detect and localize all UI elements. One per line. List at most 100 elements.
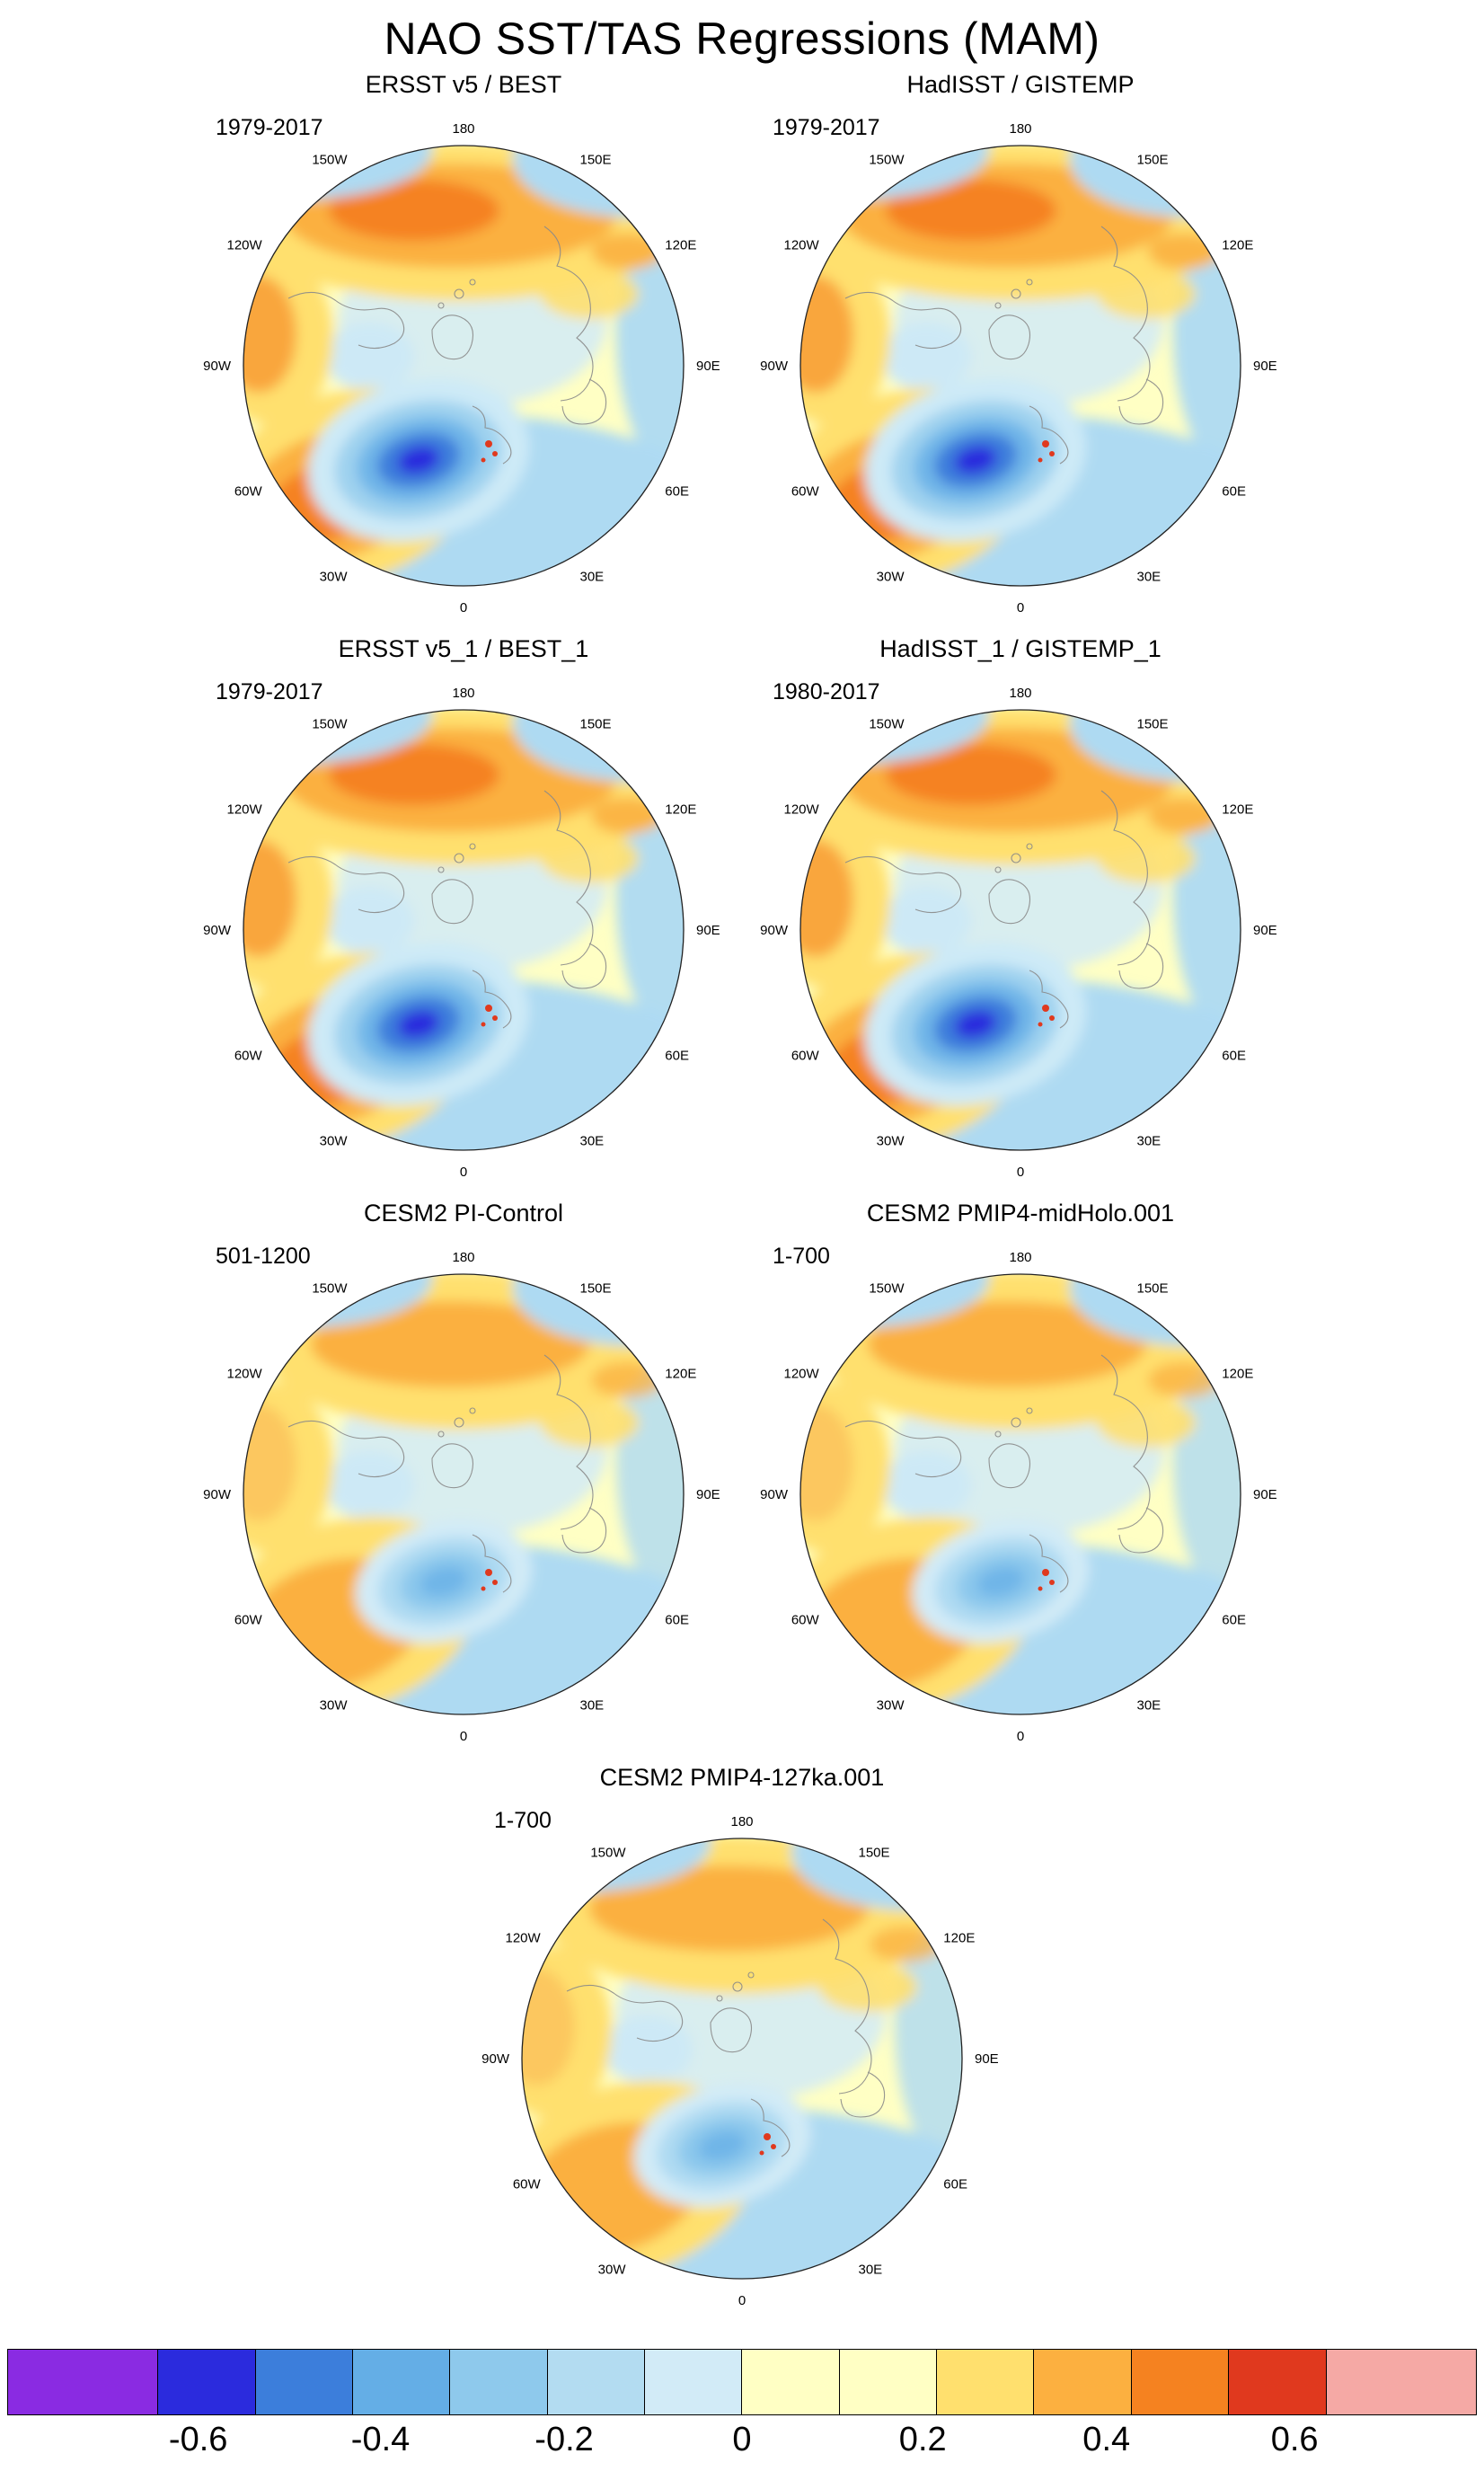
- lon-labels: 180 150E 120E 90E 60E 30E 0 30W 60W 90W 120W 150W: [203, 121, 720, 616]
- lon-label: 180: [1009, 1250, 1031, 1265]
- lon-label: 0: [1017, 1165, 1024, 1180]
- polar-map: 180 150E 120E 90E 60E 30E 0 30W 60W 90W 120W 150W: [464, 1794, 1020, 2315]
- lon-labels: 180 150E 120E 90E 60E 30E 0 30W 60W 90W 120W 150W: [203, 1250, 720, 1744]
- warm-speck-cluster: [759, 2133, 776, 2156]
- lon-label: 60W: [513, 2177, 542, 2192]
- regression-shading: [800, 1274, 1241, 1714]
- colorbar-swatch: [8, 2350, 158, 2414]
- panel-title: CESM2 PMIP4-127ka.001: [599, 1764, 885, 1791]
- lon-label: 0: [738, 2293, 746, 2308]
- coastlines: [287, 1354, 607, 1593]
- polar-map: 180 150E 120E 90E 60E 30E 0 30W 60W 90W 120W 150W: [742, 1229, 1299, 1750]
- lon-label: 90E: [696, 1487, 720, 1502]
- regression-shading: [800, 146, 1241, 586]
- lon-label: 30E: [580, 1697, 605, 1713]
- warm-speck-cluster: [1038, 1569, 1055, 1591]
- map-field: [522, 1838, 962, 2279]
- lon-label: 60W: [234, 1613, 263, 1628]
- warm-band-core: [886, 744, 1056, 805]
- lon-label: 120W: [506, 1931, 542, 1946]
- colorbar-tick: -0.2: [534, 2421, 594, 2458]
- lon-label: 120E: [1222, 1367, 1253, 1382]
- lon-labels: 180 150E 120E 90E 60E 30E 0 30W 60W 90W 120W 150W: [760, 121, 1277, 616]
- colorbar-swatch: [157, 2350, 255, 2414]
- cold-blob: [912, 1519, 1090, 1643]
- lon-label: 60E: [665, 484, 689, 500]
- warm-speck-cluster: [1038, 1005, 1055, 1027]
- coastlines: [287, 226, 607, 465]
- map-outline: [243, 1273, 685, 1715]
- colorbar-swatch: [838, 2350, 937, 2414]
- polar-map: 180 150E 120E 90E 60E 30E 0 30W 60W 90W 120W 150W: [185, 665, 742, 1186]
- lon-label: 180: [452, 1250, 474, 1265]
- lon-label: 60E: [943, 2177, 967, 2192]
- cold-blob: [633, 2084, 811, 2208]
- lon-label: 90E: [696, 923, 720, 938]
- lon-label: 60E: [1222, 484, 1246, 500]
- colorbar-swatch: [741, 2350, 839, 2414]
- lon-label: 120W: [227, 1367, 263, 1382]
- map-panel-ersst-best: ERSST v5 / BEST 1979-2017: [185, 68, 742, 633]
- map-outline: [799, 709, 1241, 1151]
- panel-period: 1979-2017: [773, 115, 880, 140]
- lon-label: 120W: [784, 238, 820, 253]
- colorbar-swatch: [546, 2350, 645, 2414]
- regression-shading: [243, 1274, 684, 1714]
- warm-speck-cluster: [481, 1569, 498, 1591]
- lon-label: 150W: [869, 717, 905, 732]
- lon-label: 90E: [1253, 923, 1277, 938]
- lon-label: 0: [1017, 600, 1024, 616]
- lon-label: 120E: [1222, 802, 1253, 818]
- lon-label: 30E: [580, 1133, 605, 1148]
- lon-label: 120E: [665, 802, 696, 818]
- lon-label: 30W: [320, 569, 349, 584]
- lon-label: 90W: [203, 923, 232, 938]
- lon-label: 30E: [859, 2262, 883, 2277]
- colorbar-swatch: [644, 2350, 742, 2414]
- lon-label: 60E: [665, 1613, 689, 1628]
- lon-label: 150E: [1137, 1281, 1169, 1297]
- lon-label: 60W: [791, 1613, 820, 1628]
- panel-period: 1979-2017: [216, 679, 323, 704]
- lon-label: 0: [1017, 1729, 1024, 1744]
- lon-label: 0: [460, 1165, 467, 1180]
- lon-label: 150W: [590, 1846, 626, 1861]
- lon-label: 90E: [696, 359, 720, 374]
- cold-blob: [864, 943, 1087, 1106]
- polar-map-svg: 180 150E 120E 90E 60E 30E 0 30W 60W 90W 120W 150W: [203, 121, 720, 616]
- lon-label: 180: [1009, 686, 1031, 701]
- lon-label: 60W: [791, 484, 820, 500]
- colorbar-swatch: [352, 2350, 450, 2414]
- coastlines: [844, 226, 1164, 465]
- warm-speck-cluster: [1038, 440, 1055, 463]
- cold-blob: [307, 943, 530, 1106]
- lon-label: 0: [460, 600, 467, 616]
- lon-label: 120W: [784, 802, 820, 818]
- colorbar-tick: -0.4: [350, 2421, 411, 2458]
- lon-label: 120W: [227, 802, 263, 818]
- lon-label: 30W: [877, 569, 905, 584]
- map-field: [800, 146, 1241, 586]
- lon-label: 60E: [1222, 1613, 1246, 1628]
- polar-map-svg: 180 150E 120E 90E 60E 30E 0 30W 60W 90W 120W 150W: [481, 1814, 999, 2308]
- warm-band: [589, 1865, 868, 1952]
- figure: NAO SST/TAS Regressions (MAM) ERSST v5 /…: [0, 13, 1484, 2466]
- lon-label: 30E: [1137, 569, 1162, 584]
- lon-label: 30E: [1137, 1697, 1162, 1713]
- lon-labels: 180 150E 120E 90E 60E 30E 0 30W 60W 90W 120W 150W: [760, 686, 1277, 1180]
- coastlines: [844, 790, 1164, 1029]
- panel-period: 501-1200: [216, 1244, 311, 1269]
- lon-label: 30W: [877, 1133, 905, 1148]
- lon-labels: 180 150E 120E 90E 60E 30E 0 30W 60W 90W 120W 150W: [760, 1250, 1277, 1744]
- lon-label: 150W: [869, 153, 905, 168]
- lon-label: 90W: [203, 1487, 232, 1502]
- regression-shading: [800, 710, 1241, 1150]
- regression-shading: [243, 710, 684, 1150]
- colorbar-tick: -0.6: [168, 2421, 228, 2458]
- lon-label: 90W: [760, 1487, 789, 1502]
- coastlines: [844, 1354, 1164, 1593]
- lon-label: 120E: [943, 1931, 975, 1946]
- warm-band-core: [886, 180, 1056, 241]
- lon-label: 150E: [859, 1846, 890, 1861]
- regression-shading: [243, 146, 684, 586]
